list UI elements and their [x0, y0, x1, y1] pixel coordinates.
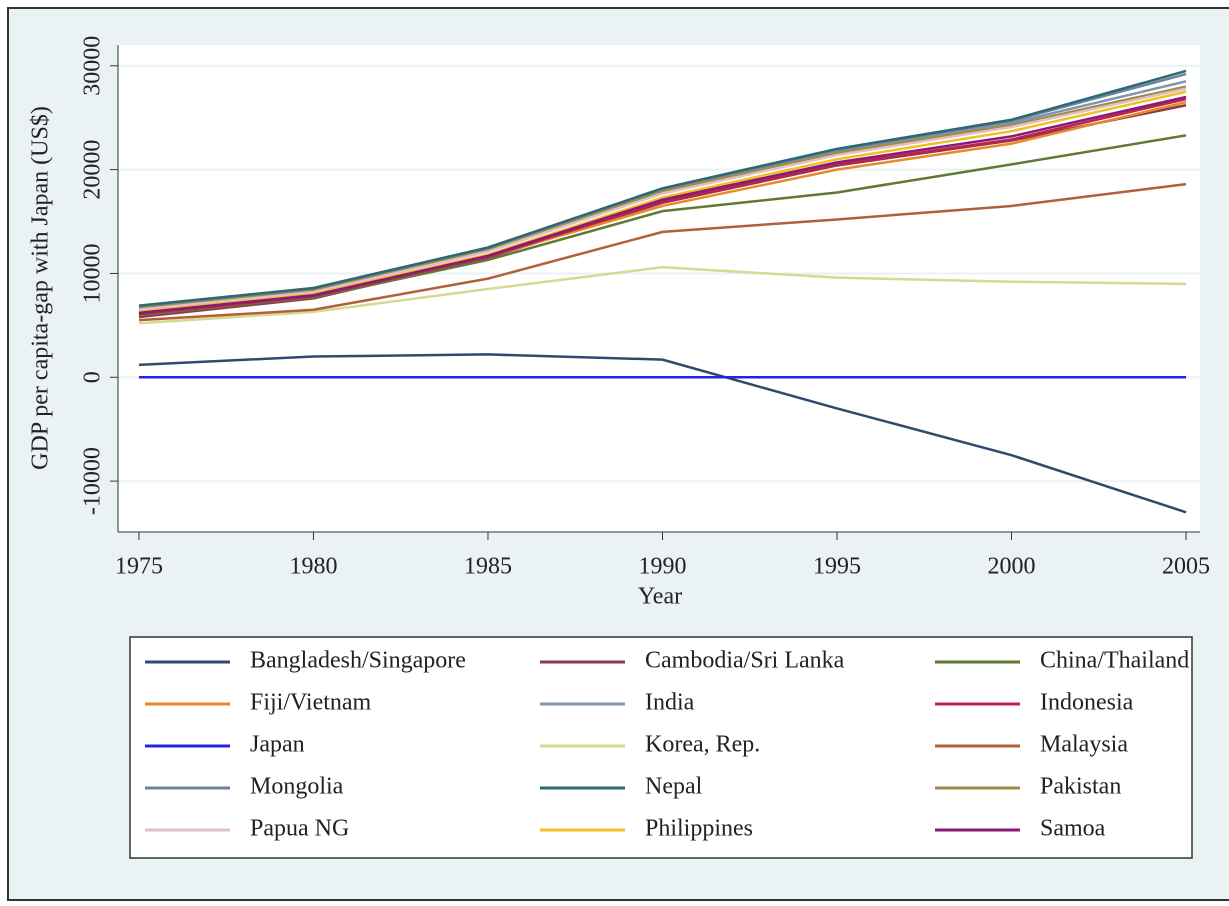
legend-label: Bangladesh/Singapore	[250, 648, 466, 674]
x-tick-label: 1980	[289, 554, 337, 580]
series-line	[138, 182, 1187, 322]
legend-label: Pakistan	[1040, 774, 1121, 800]
legend-label: Nepal	[645, 774, 703, 800]
x-axis-label: Year	[638, 584, 682, 610]
legend-label: Mongolia	[250, 774, 344, 800]
series-line	[138, 353, 1187, 514]
legend-label: Fiji/Vietnam	[250, 690, 372, 716]
x-tick-label: 1975	[115, 554, 163, 580]
series-line	[138, 265, 1187, 325]
series-line	[138, 69, 1187, 307]
y-tick-label: 10000	[80, 243, 106, 303]
x-tick-label: 1985	[464, 554, 512, 580]
y-tick-label: 30000	[80, 36, 106, 96]
legend-label: Malaysia	[1040, 732, 1128, 758]
x-tick-label: 2000	[988, 554, 1036, 580]
x-tick-label: 2005	[1162, 554, 1210, 580]
y-axis-label: GDP per capita-gap with Japan (US$)	[28, 106, 54, 470]
legend-label: Philippines	[645, 816, 753, 842]
y-tick-label: -10000	[80, 447, 106, 515]
legend-label: Indonesia	[1040, 690, 1134, 716]
series-line	[138, 87, 1187, 312]
legend-label: Cambodia/Sri Lanka	[645, 648, 845, 674]
x-tick-label: 1990	[638, 554, 686, 580]
legend-label: Japan	[250, 732, 305, 758]
series-line	[138, 95, 1187, 315]
y-tick-label: 0	[80, 371, 106, 383]
y-tick-label: 20000	[80, 140, 106, 200]
legend-label: Papua NG	[250, 816, 349, 842]
legend-label: China/Thailand	[1040, 648, 1189, 674]
x-tick-label: 1995	[813, 554, 861, 580]
legend-label: Samoa	[1040, 816, 1106, 842]
legend-label: Korea, Rep.	[645, 732, 760, 758]
legend-label: India	[645, 690, 695, 716]
